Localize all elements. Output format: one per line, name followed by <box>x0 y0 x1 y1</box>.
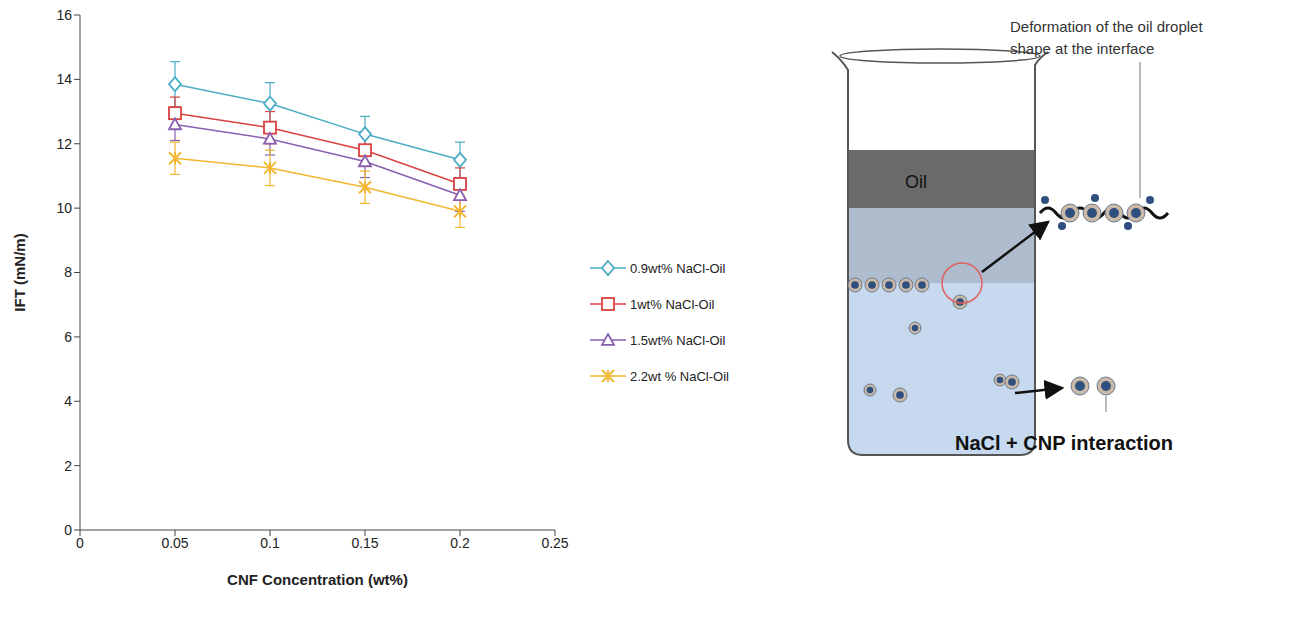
svg-text:IFT (mN/m): IFT (mN/m) <box>11 233 28 311</box>
svg-text:NaCl + CNP interaction: NaCl + CNP interaction <box>955 432 1173 454</box>
svg-text:shape at the interface: shape at the interface <box>1010 40 1154 57</box>
html-text:2.2wt % NaCl-Oil: 2.2wt % NaCl-Oil <box>630 368 729 384</box>
svg-text:0: 0 <box>64 522 72 538</box>
svg-text:CNF Concentration (wt%): CNF Concentration (wt%) <box>227 571 408 588</box>
svg-text:6: 6 <box>64 329 72 345</box>
svg-text:4: 4 <box>64 393 72 409</box>
html-text:0.9wt% NaCl-Oil: 0.9wt% NaCl-Oil <box>630 260 726 276</box>
html-text:1wt% NaCl-Oil: 1wt% NaCl-Oil <box>630 296 715 312</box>
svg-text:0.1: 0.1 <box>260 535 280 551</box>
svg-text:16: 16 <box>56 7 72 23</box>
svg-text:Oil: Oil <box>905 172 927 192</box>
svg-text:Deformation of the oil droplet: Deformation of the oil droplet <box>1010 18 1203 35</box>
svg-text:0.15: 0.15 <box>351 535 378 551</box>
html-text:1.5wt% NaCl-Oil: 1.5wt% NaCl-Oil <box>630 332 726 348</box>
svg-text:8: 8 <box>64 264 72 280</box>
svg-text:0.05: 0.05 <box>161 535 188 551</box>
svg-text:0.25: 0.25 <box>541 535 568 551</box>
svg-text:2: 2 <box>64 458 72 474</box>
svg-text:0: 0 <box>76 535 84 551</box>
svg-text:14: 14 <box>56 71 72 87</box>
svg-text:12: 12 <box>56 136 72 152</box>
svg-text:0.2: 0.2 <box>450 535 470 551</box>
svg-text:10: 10 <box>56 200 72 216</box>
